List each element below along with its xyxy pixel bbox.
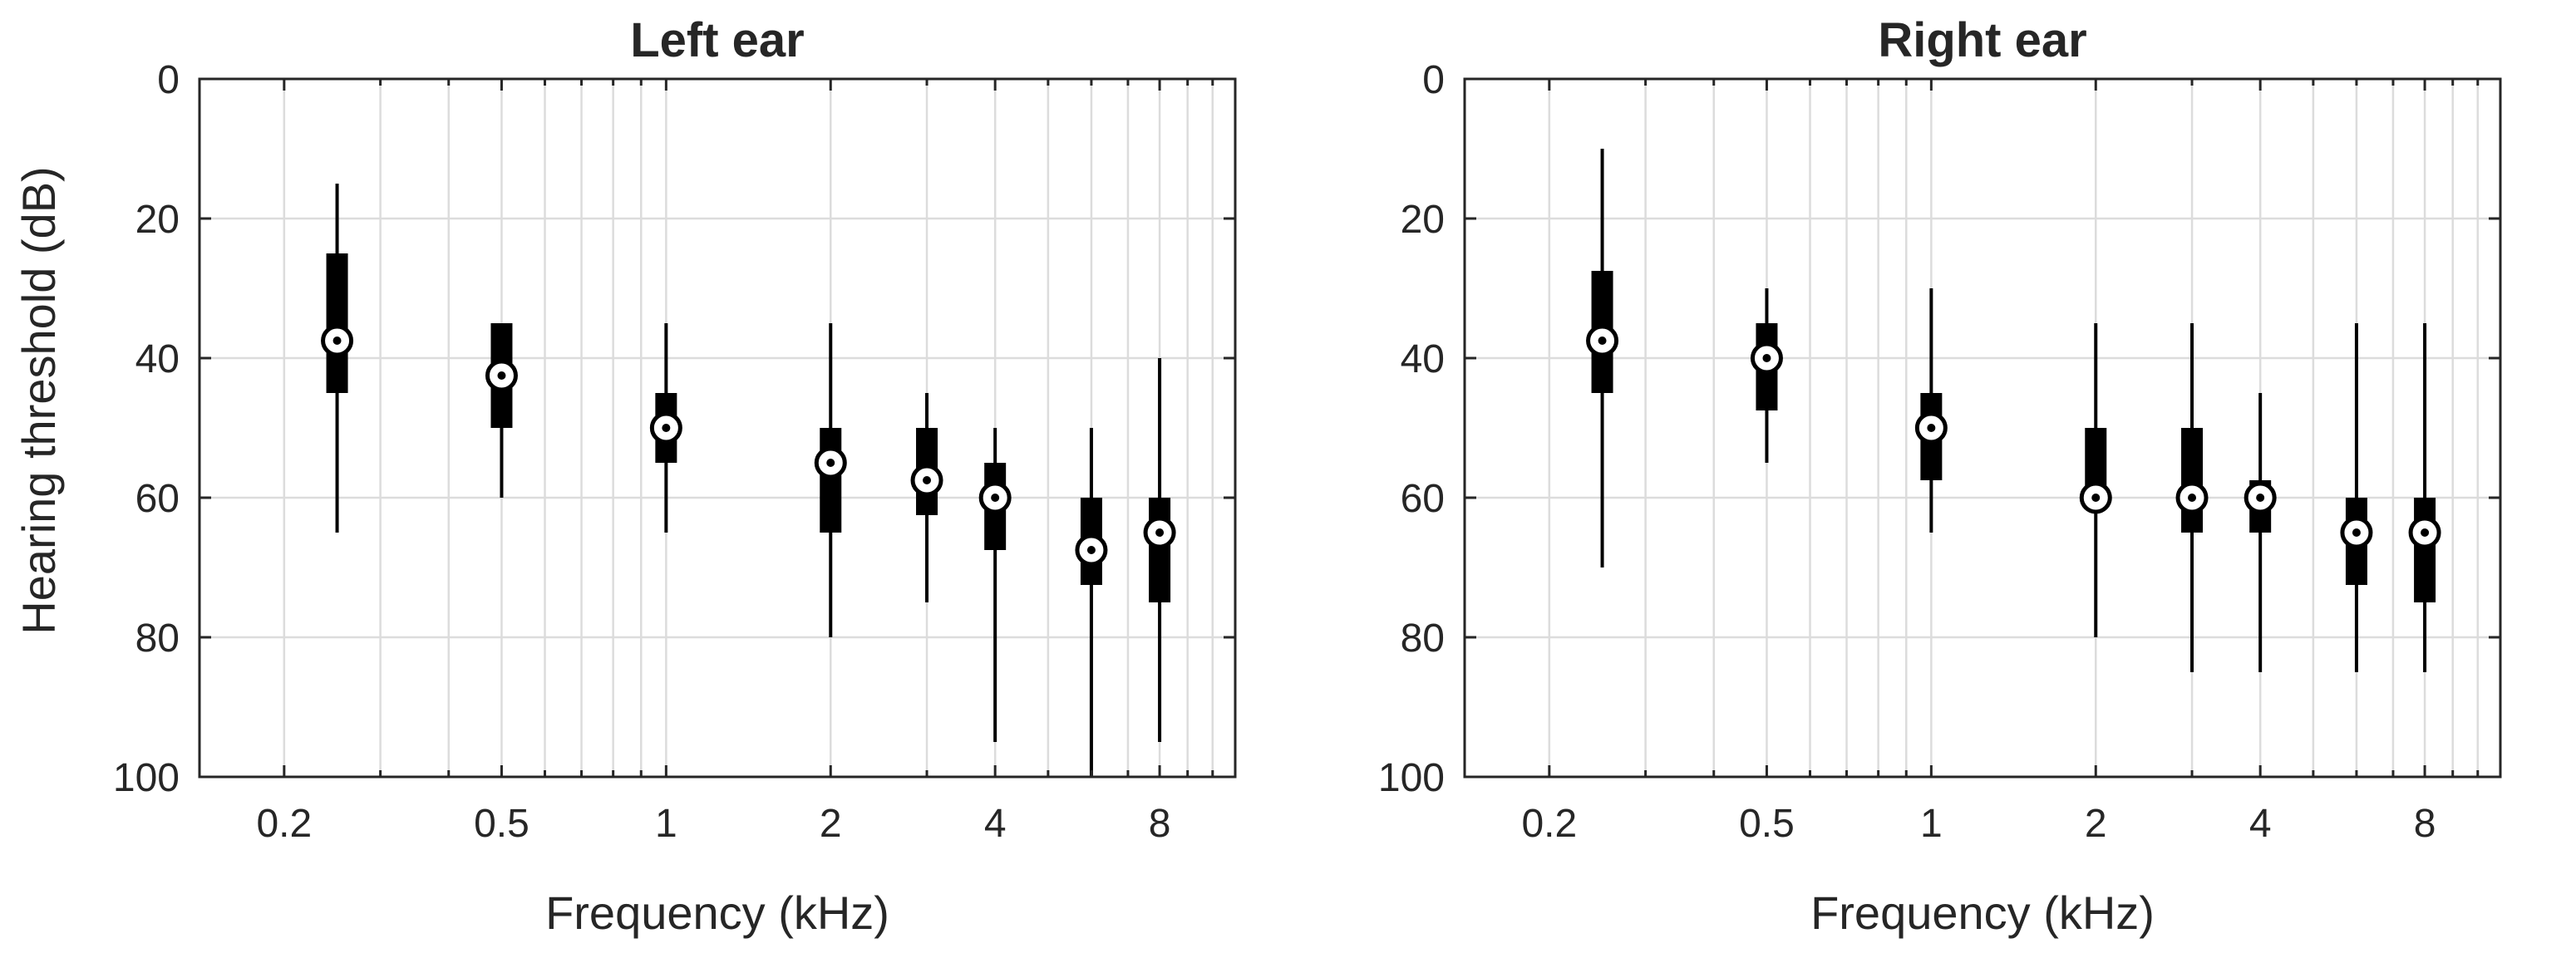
median-dot <box>923 476 932 484</box>
x-tick-label: 4 <box>984 802 1007 846</box>
boxplot-3khz <box>910 393 943 602</box>
iqr-box <box>326 253 348 393</box>
y-tick-label: 0 <box>157 58 180 102</box>
x-axis-label: Frequency (kHz) <box>1810 887 2155 939</box>
x-tick-label: 0.5 <box>474 802 529 846</box>
x-tick-label: 8 <box>1149 802 1171 846</box>
boxplot-6khz <box>1075 428 1108 777</box>
x-tick-label: 2 <box>2085 802 2107 846</box>
x-tick-label: 0.5 <box>1739 802 1795 846</box>
median-dot <box>2091 494 2101 502</box>
chart-title: Left ear <box>630 13 805 67</box>
iqr-box <box>2414 498 2436 602</box>
median-dot <box>2188 494 2197 502</box>
boxplot-0.5khz <box>1750 288 1783 463</box>
y-tick-label: 20 <box>1401 198 1445 242</box>
median-dot <box>2421 528 2430 537</box>
median-dot <box>1155 528 1165 537</box>
y-tick-label: 40 <box>135 337 180 381</box>
boxplot-3khz <box>2175 323 2209 672</box>
median-dot <box>1762 354 1771 362</box>
y-tick-label: 60 <box>1401 477 1445 521</box>
x-tick-label: 4 <box>2249 802 2272 846</box>
axes-frame <box>1463 77 2502 779</box>
iqr-box <box>2181 428 2204 533</box>
y-tick-label: 60 <box>135 477 180 521</box>
x-tick-label: 2 <box>820 802 842 846</box>
boxplot-1khz <box>1914 288 1948 533</box>
y-axis-label: Hearing threshold (dB) <box>12 166 65 634</box>
boxplot-0.25khz <box>321 184 354 533</box>
boxplot-4khz <box>2244 393 2277 672</box>
median-dot <box>991 494 1000 502</box>
median-dot <box>1927 424 1936 432</box>
iqr-box <box>820 428 842 533</box>
y-tick-label: 40 <box>1401 337 1445 381</box>
boxplot-8khz <box>1143 358 1176 742</box>
grid <box>1465 77 2500 779</box>
median-dot <box>662 424 671 432</box>
x-tick-label: 8 <box>2414 802 2436 846</box>
x-axis-label: Frequency (kHz) <box>545 887 889 939</box>
y-tick-label: 80 <box>135 617 180 661</box>
boxplot-1khz <box>649 323 682 533</box>
chart-title: Right ear <box>1878 13 2086 67</box>
median-dot <box>1598 337 1607 345</box>
boxplot-6khz <box>2340 323 2373 672</box>
median-dot <box>497 371 506 380</box>
y-tick-label: 80 <box>1401 617 1445 661</box>
x-tick-label: 1 <box>1920 802 1943 846</box>
boxplot-2khz <box>2079 323 2112 637</box>
median-dot <box>2352 528 2361 537</box>
boxplot-4khz <box>978 428 1012 742</box>
grid <box>199 77 1235 779</box>
y-tick-label: 100 <box>113 756 180 800</box>
boxplot-2khz <box>814 323 847 637</box>
median-dot <box>1086 546 1096 554</box>
median-dot <box>332 337 342 345</box>
x-tick-label: 0.2 <box>1521 802 1577 846</box>
iqr-box <box>1149 498 1171 602</box>
y-tick-label: 100 <box>1378 756 1445 800</box>
boxplot-8khz <box>2408 323 2441 672</box>
axes-frame <box>198 77 1237 779</box>
y-tick-label: 0 <box>1422 58 1445 102</box>
median-dot <box>826 459 835 467</box>
boxplot-0.25khz <box>1586 149 1619 567</box>
median-dot <box>2256 494 2265 502</box>
boxplot-0.5khz <box>485 323 518 498</box>
y-tick-label: 20 <box>135 198 180 242</box>
x-tick-label: 1 <box>655 802 677 846</box>
x-tick-label: 0.2 <box>256 802 312 846</box>
